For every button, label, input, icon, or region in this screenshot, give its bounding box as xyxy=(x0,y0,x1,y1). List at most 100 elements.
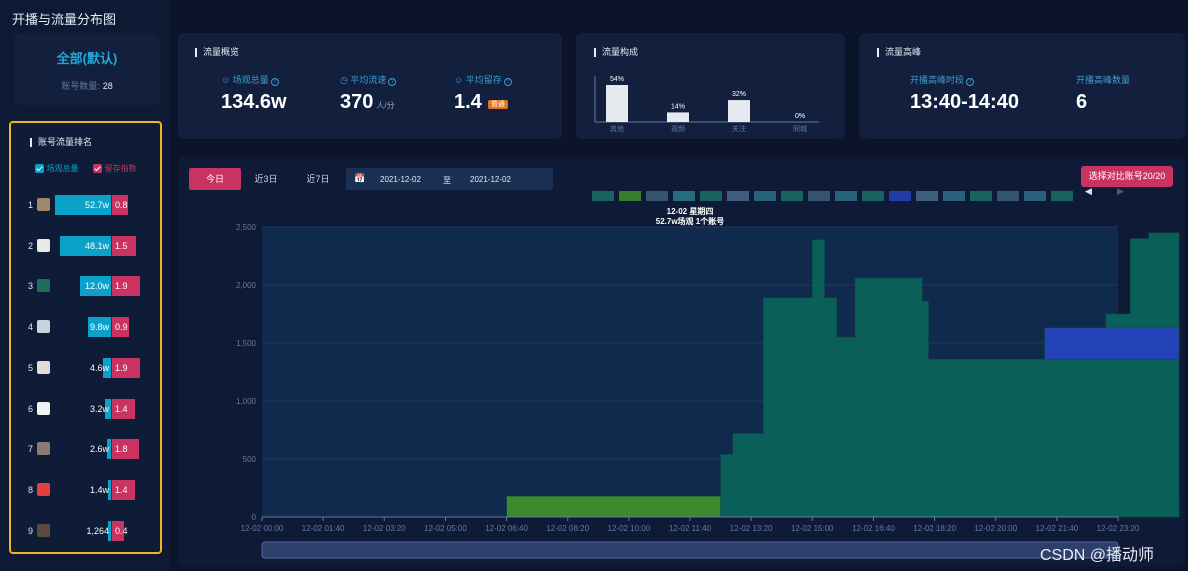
stat-value: 6 xyxy=(1076,91,1088,113)
retention-bar xyxy=(112,479,135,500)
retention-value: 0.4 xyxy=(115,525,128,536)
ranking-row[interactable]: 1 52.7w 0.8 xyxy=(11,195,160,217)
help-icon[interactable]: ? xyxy=(503,78,512,86)
views-value: 9.8w xyxy=(89,322,109,333)
tab-today[interactable]: 今日 xyxy=(189,168,241,190)
date-from[interactable]: 2021-12-02 xyxy=(380,175,421,184)
tab-3days[interactable]: 近3日 xyxy=(254,174,278,184)
composition-title: 流量构成 xyxy=(594,48,638,57)
ranking-row[interactable]: 3 12.0w 1.9 xyxy=(11,276,160,298)
stat-speed: ◷ 平均流速? 370 人/分 xyxy=(340,73,397,114)
views-value: 3.2w xyxy=(89,403,109,414)
account-swatch[interactable] xyxy=(1024,191,1046,201)
stat-value: 1.4 xyxy=(454,91,482,113)
ranking-row[interactable]: 7 2.6w 1.8 xyxy=(11,439,160,461)
help-icon[interactable]: ? xyxy=(966,78,975,86)
tab-7days[interactable]: 近7日 xyxy=(306,174,330,184)
tooltip-summary: 52.7w场观 1个账号 xyxy=(656,216,724,226)
compare-accounts-button[interactable]: 选择对比账号20/20 xyxy=(1081,166,1173,187)
stat-label: 开播高峰时段 xyxy=(910,75,965,85)
rank-number: 7 xyxy=(28,444,34,455)
traffic-area-series[interactable] xyxy=(1044,327,1180,360)
y-tick-label: 2,500 xyxy=(236,223,257,232)
account-swatch[interactable] xyxy=(700,191,722,201)
help-icon[interactable]: ? xyxy=(388,78,397,86)
views-bar xyxy=(88,317,111,338)
retention-bar xyxy=(112,235,136,256)
account-swatch[interactable] xyxy=(727,191,749,201)
ranking-row[interactable]: 9 1,264 0.4 xyxy=(11,520,160,543)
composition-category-label: 其他 xyxy=(610,124,624,133)
x-tick-label: 12-02 20:00 xyxy=(974,524,1017,533)
views-value: 4.6w xyxy=(89,362,109,373)
account-swatch[interactable] xyxy=(889,191,911,201)
account-legend-swatches[interactable] xyxy=(592,191,1082,201)
avatar xyxy=(37,198,50,211)
legend-retention[interactable]: 留存指数 xyxy=(92,163,137,174)
traffic-chart-card: 今日 近3日 近7日 📅 2021-12-02 至 2021-12-02 选择对… xyxy=(178,157,1185,567)
date-to[interactable]: 2021-12-02 xyxy=(470,175,511,184)
stat-label: 平均留存 xyxy=(465,75,502,85)
avatar xyxy=(37,279,50,293)
y-tick-label: 500 xyxy=(243,455,257,464)
rank-number: 2 xyxy=(28,240,34,251)
help-icon[interactable]: ? xyxy=(270,78,279,86)
account-legend-strip[interactable] xyxy=(592,188,1082,201)
account-swatch[interactable] xyxy=(916,191,938,201)
account-name[interactable]: 全部(默认) xyxy=(56,51,118,66)
checkbox-icon[interactable] xyxy=(34,164,44,173)
ranking-row[interactable]: 6 3.2w 1.4 xyxy=(11,398,160,421)
ranking-row[interactable]: 5 4.6w 1.9 xyxy=(11,357,160,380)
views-bar xyxy=(103,357,111,378)
composition-card: 流量构成 54% 其他 14% 视频 32% 关注 0% 同城 xyxy=(576,33,845,139)
zoom-slider[interactable] xyxy=(261,541,1119,559)
account-swatch[interactable] xyxy=(1051,191,1073,201)
account-swatch[interactable] xyxy=(970,191,992,201)
composition-value-label: 32% xyxy=(732,91,746,98)
rank-number: 4 xyxy=(28,322,34,333)
account-swatch[interactable] xyxy=(997,191,1019,201)
account-swatch[interactable] xyxy=(808,191,830,201)
account-swatch[interactable] xyxy=(781,191,803,201)
avatar xyxy=(37,482,50,496)
stat-value: 134.6w xyxy=(221,91,287,113)
account-swatch[interactable] xyxy=(835,191,857,201)
account-swatch[interactable] xyxy=(862,191,884,201)
account-swatch[interactable] xyxy=(592,191,614,201)
ranking-row[interactable]: 4 9.8w 0.9 xyxy=(11,317,160,339)
account-swatch[interactable] xyxy=(754,191,776,201)
x-tick-label: 12-02 08:20 xyxy=(546,524,589,533)
composition-bar xyxy=(606,85,628,122)
account-selector[interactable]: 全部(默认) 账号数量: 28 xyxy=(14,33,160,105)
account-count: 账号数量: 28 xyxy=(14,79,160,92)
retention-bar xyxy=(112,439,139,460)
account-swatch[interactable] xyxy=(646,191,668,201)
account-swatch[interactable] xyxy=(619,191,641,201)
ranking-row[interactable]: 2 48.1w 1.5 xyxy=(11,235,160,258)
ranking-row[interactable]: 8 1.4w 1.4 xyxy=(11,479,160,502)
legend-views[interactable]: 场观总量 xyxy=(34,163,79,174)
composition-bar xyxy=(728,100,750,122)
avatar xyxy=(37,442,50,456)
bar-divider xyxy=(111,439,112,460)
traffic-area-series[interactable] xyxy=(720,232,1180,518)
x-tick-label: 12-02 05:00 xyxy=(424,524,467,533)
checkbox-icon[interactable] xyxy=(92,164,102,173)
views-value: 52.7w xyxy=(84,200,109,210)
legend-prev-icon[interactable]: ◀ xyxy=(1085,186,1092,196)
x-tick-label: 12-02 16:40 xyxy=(852,524,895,533)
account-swatch[interactable] xyxy=(943,191,965,201)
composition-value-label: 14% xyxy=(671,103,685,110)
bar-divider xyxy=(111,317,112,338)
account-swatch[interactable] xyxy=(673,191,695,201)
retention-bar xyxy=(112,317,130,338)
x-tick-label: 12-02 01:40 xyxy=(302,524,345,533)
avatar xyxy=(37,320,50,334)
legend-next-icon[interactable]: ▶ xyxy=(1117,186,1124,196)
bar-divider xyxy=(111,195,112,215)
composition-bar xyxy=(667,112,689,122)
date-range-picker[interactable]: 📅 2021-12-02 至 2021-12-02 xyxy=(346,168,553,190)
ranking-panel: 账号流量排名 场观总量 留存指数 1 52.7w 0.8 2 48.1w 1.5 3 12.0… xyxy=(9,121,162,554)
traffic-area-chart[interactable]: 0 500 1,000 1,500 2,000 2,500 12-02 00:00 12-02… xyxy=(178,202,1185,567)
calendar-icon: 📅 xyxy=(354,173,366,183)
